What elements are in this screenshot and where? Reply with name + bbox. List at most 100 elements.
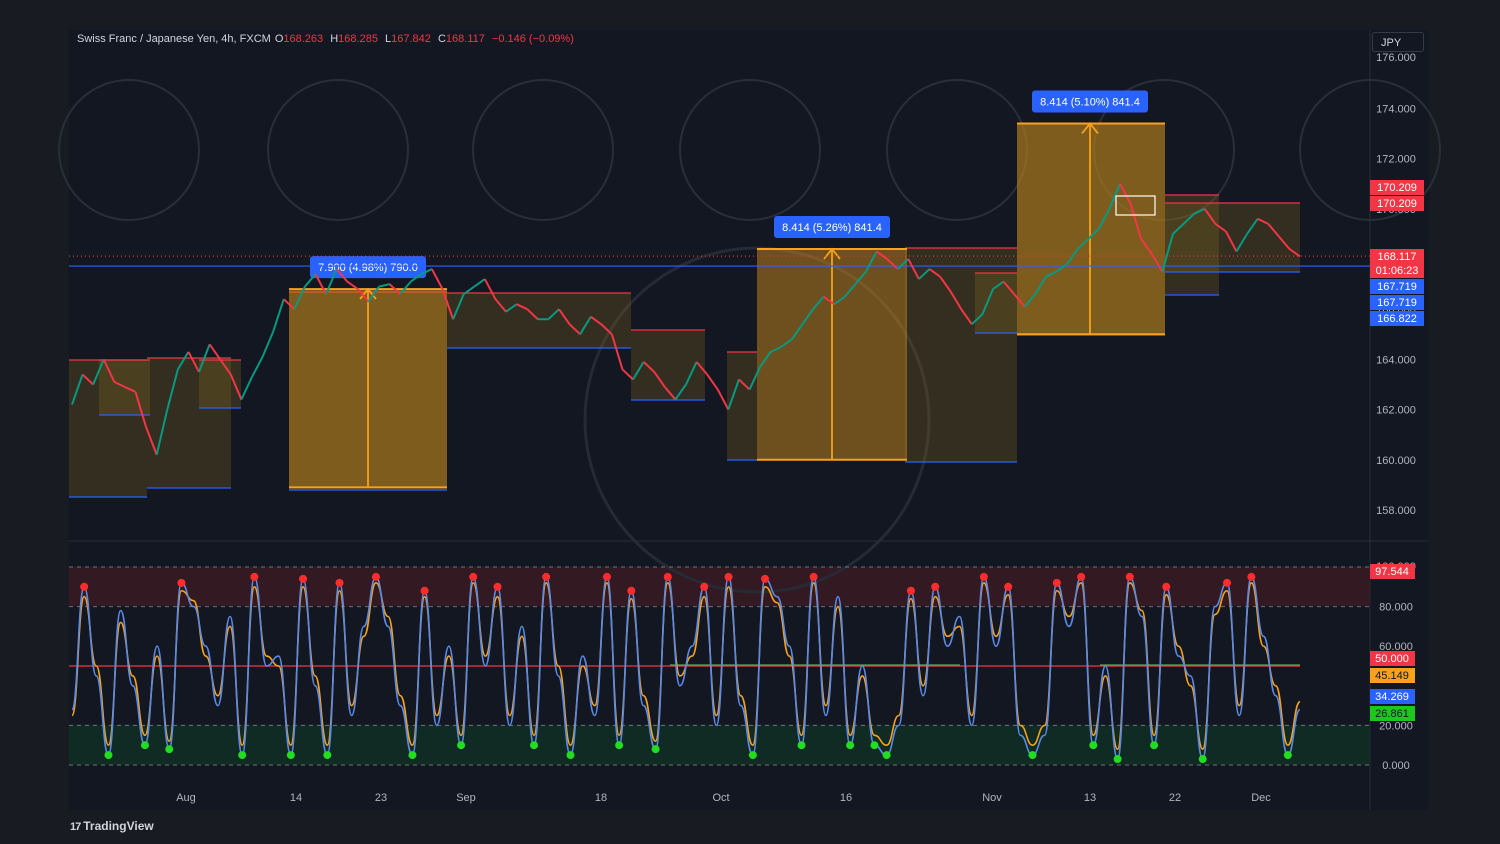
currency-selector[interactable]: JPY bbox=[1372, 32, 1424, 52]
price-segment bbox=[1225, 230, 1238, 252]
price-tick-label: 172.000 bbox=[1376, 154, 1416, 166]
range-box bbox=[147, 358, 231, 488]
price-segment bbox=[579, 316, 592, 335]
price-segment bbox=[1246, 218, 1259, 235]
price-segment bbox=[1002, 280, 1015, 295]
oscillator-tag: 26.861 bbox=[1375, 708, 1409, 720]
price-segment bbox=[155, 409, 169, 456]
sell-signal-dot bbox=[761, 574, 770, 583]
price-segment bbox=[981, 288, 994, 315]
time-axis: Aug 14 23 Sep 18 Oct 16 Nov 13 22 Dec bbox=[176, 792, 1271, 804]
open-value: 168.263 bbox=[283, 33, 324, 45]
price-segment bbox=[1193, 207, 1206, 215]
oscillator-tag-bg bbox=[1370, 564, 1415, 579]
time-tick-label: Aug bbox=[176, 792, 196, 804]
buy-signal-dot bbox=[748, 751, 757, 760]
price-segment bbox=[1172, 223, 1185, 235]
price-segment bbox=[473, 278, 486, 288]
measure-area bbox=[1017, 123, 1165, 335]
buy-signal-dot bbox=[1089, 741, 1098, 750]
highlight-box bbox=[1115, 195, 1156, 216]
price-tag-bg bbox=[1370, 295, 1424, 310]
sell-signal-dot bbox=[469, 572, 478, 581]
price-tag-bg bbox=[1370, 311, 1424, 326]
price-tick-label: 158.000 bbox=[1376, 505, 1416, 517]
measure-label: 8.414 (5.10%) 841.4 bbox=[1040, 96, 1140, 108]
price-segment bbox=[483, 278, 497, 300]
time-tick-label: Nov bbox=[982, 792, 1002, 804]
price-tag: 167.719 bbox=[1377, 297, 1417, 309]
price-segment bbox=[706, 373, 719, 391]
measure-label-bg bbox=[1032, 90, 1148, 113]
price-segment bbox=[187, 351, 200, 373]
oscillator-tag: 34.269 bbox=[1375, 691, 1409, 703]
symbol-name[interactable]: Swiss Franc / Japanese Yen, 4h, FXCM bbox=[77, 33, 271, 45]
watermark-emblem-icon bbox=[267, 79, 409, 221]
price-tag-bg bbox=[1370, 196, 1424, 211]
price-segment bbox=[1150, 253, 1164, 273]
price-segment bbox=[1161, 233, 1174, 272]
price-segment bbox=[971, 313, 984, 325]
price-segment bbox=[410, 273, 422, 283]
price-segment bbox=[463, 285, 475, 295]
range-box bbox=[631, 330, 705, 400]
time-tick-label: Sep bbox=[456, 792, 476, 804]
price-segment bbox=[145, 426, 158, 456]
watermark-emblem-icon bbox=[1299, 79, 1441, 221]
price-segment bbox=[134, 391, 148, 428]
price-segment bbox=[378, 283, 390, 288]
price-segment bbox=[1203, 208, 1217, 225]
sell-signal-dot bbox=[335, 578, 344, 587]
oscillator-series bbox=[71, 576, 1301, 760]
price-tag: 01:06:23 bbox=[1376, 265, 1419, 277]
price-segment bbox=[791, 323, 804, 340]
price-segment bbox=[1077, 238, 1089, 250]
range-box bbox=[1165, 203, 1300, 272]
symbol-header: Swiss Franc / Japanese Yen, 4h, FXCM O168… bbox=[77, 33, 578, 45]
time-tick-label: 14 bbox=[290, 792, 302, 804]
oscillator-tag: 45.149 bbox=[1375, 670, 1409, 682]
price-segment bbox=[695, 361, 708, 376]
price-segment bbox=[198, 343, 211, 373]
low-value: 167.842 bbox=[391, 33, 431, 45]
price-segment bbox=[325, 268, 338, 295]
price-segment bbox=[600, 323, 613, 336]
sell-signal-dot bbox=[979, 572, 988, 581]
range-box bbox=[975, 273, 1017, 333]
price-segment bbox=[388, 283, 401, 295]
price-segment bbox=[727, 379, 740, 410]
oscillator-tag: 97.544 bbox=[1375, 566, 1409, 578]
signal-dots bbox=[80, 572, 1292, 764]
price-segment bbox=[801, 308, 814, 325]
price-segment bbox=[441, 288, 455, 320]
oscillator-tick-label: 80.000 bbox=[1379, 602, 1413, 614]
price-segment bbox=[632, 361, 645, 380]
sell-signal-dot bbox=[906, 586, 915, 595]
sell-signal-dot bbox=[1125, 572, 1134, 581]
time-tick-label: 22 bbox=[1169, 792, 1181, 804]
sell-signal-dot bbox=[420, 586, 429, 595]
price-segment bbox=[610, 334, 624, 370]
sell-signal-dot bbox=[700, 582, 709, 591]
price-segment bbox=[124, 386, 136, 393]
price-segment bbox=[304, 273, 317, 288]
oscillator-tag-bg bbox=[1370, 689, 1415, 704]
watermark-emblem-icon bbox=[679, 79, 821, 221]
sell-signal-dot bbox=[299, 574, 308, 583]
price-segment bbox=[1013, 293, 1026, 308]
price-segment bbox=[229, 374, 243, 400]
price-tag-bg bbox=[1370, 180, 1424, 195]
price-segment bbox=[293, 286, 306, 310]
price-segment bbox=[283, 298, 295, 310]
sell-signal-dot bbox=[493, 582, 502, 591]
price-segment bbox=[494, 298, 507, 313]
price-tick-label: 160.000 bbox=[1376, 455, 1416, 467]
tradingview-logo[interactable]: 17 TradingView bbox=[70, 819, 154, 833]
price-segment bbox=[823, 295, 835, 305]
price-segment bbox=[81, 373, 94, 386]
change-value: −0.146 (−0.09%) bbox=[491, 33, 574, 45]
range-box bbox=[727, 352, 757, 460]
sell-signal-dot bbox=[809, 572, 818, 581]
buy-signal-dot bbox=[457, 741, 466, 750]
